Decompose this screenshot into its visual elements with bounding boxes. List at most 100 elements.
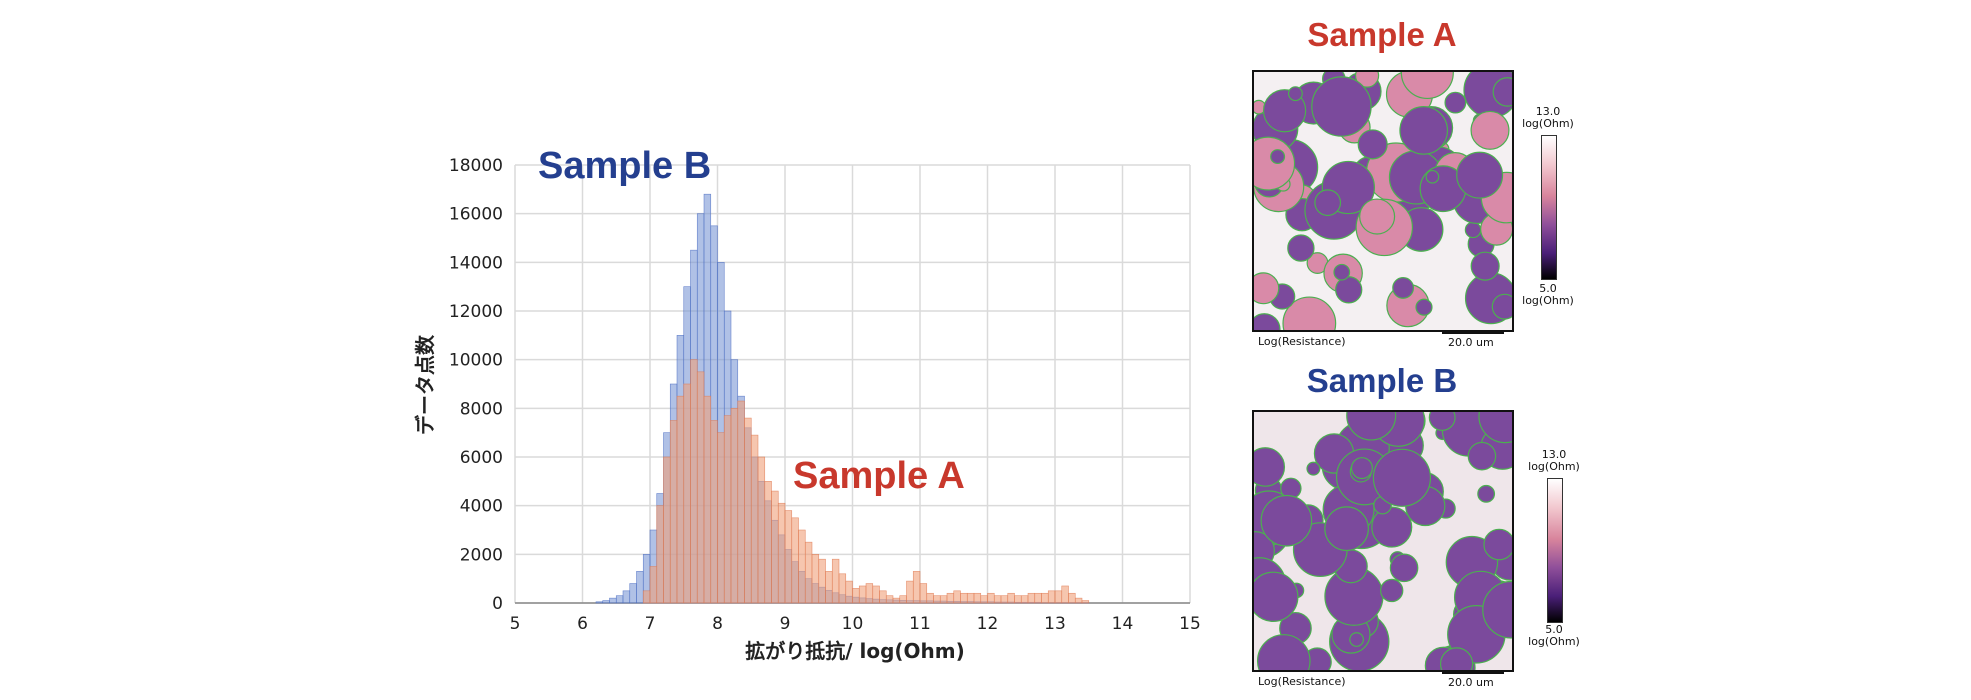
histogram-bar xyxy=(669,420,678,604)
x-tick-label: 15 xyxy=(1179,614,1201,634)
particle xyxy=(1483,528,1512,561)
y-tick-label: 16000 xyxy=(449,205,503,225)
x-tick-label: 8 xyxy=(712,614,723,634)
x-tick-label: 11 xyxy=(909,614,931,634)
colorbar-max-value: 13.0 xyxy=(1541,448,1567,461)
histogram-bar xyxy=(1047,590,1056,604)
histogram-bar xyxy=(595,601,604,604)
particle xyxy=(1256,634,1311,670)
histogram-bar xyxy=(663,456,671,604)
particle xyxy=(1254,571,1299,623)
histogram-bar xyxy=(953,590,961,604)
particle xyxy=(1314,189,1342,217)
y-tick-label: 14000 xyxy=(449,253,503,273)
histogram-bar xyxy=(730,408,739,604)
histogram-bar xyxy=(939,595,948,604)
particle xyxy=(1254,272,1280,305)
particle xyxy=(1324,506,1369,552)
x-tick-label: 10 xyxy=(842,614,864,634)
colorbar-min-unit: log(Ohm) xyxy=(1528,635,1580,648)
particle xyxy=(1306,461,1321,476)
histogram-bar xyxy=(690,359,698,604)
histogram-bar xyxy=(933,595,941,604)
particle xyxy=(1333,263,1351,281)
particle xyxy=(1287,86,1303,102)
particle xyxy=(1456,151,1504,199)
x-tick-label: 6 xyxy=(577,614,588,634)
particle xyxy=(1428,412,1456,431)
histogram-bar xyxy=(906,580,914,604)
particle xyxy=(1282,296,1337,330)
y-axis-title: データ点数 xyxy=(413,334,437,435)
histogram-bar xyxy=(1041,592,1049,604)
histogram-bar xyxy=(629,583,637,604)
histogram-bar xyxy=(899,595,907,604)
histogram-bar xyxy=(818,558,826,604)
resistance-map-image xyxy=(1252,410,1514,672)
particle xyxy=(1464,221,1482,239)
histogram-bar xyxy=(858,585,867,604)
histogram-bar xyxy=(865,583,874,604)
histogram-bar xyxy=(703,395,712,604)
particle xyxy=(1311,76,1372,137)
y-tick-labels: 0 2000 4000 6000 8000 10000 12000 14000 16000 180… xyxy=(449,156,503,614)
histogram-bar xyxy=(710,420,718,604)
histogram-bar xyxy=(831,558,840,604)
particle xyxy=(1349,632,1365,647)
particle xyxy=(1371,506,1413,548)
particle xyxy=(1477,484,1496,503)
x-tick-label: 7 xyxy=(645,614,656,634)
scale-bar xyxy=(1442,672,1504,674)
histogram-bar xyxy=(642,590,651,604)
y-tick-label: 10000 xyxy=(449,351,503,371)
sample-a-bars xyxy=(642,359,1090,604)
histogram-bar xyxy=(676,395,685,604)
particle xyxy=(1354,72,1380,88)
histogram-bar xyxy=(1020,595,1029,604)
particle xyxy=(1287,234,1315,262)
histogram-bar xyxy=(723,415,732,604)
x-tick-labels: 5 6 7 8 9 10 11 12 13 14 15 xyxy=(510,614,1201,634)
histogram-bar xyxy=(919,583,928,604)
histogram-bar xyxy=(1007,592,1015,604)
y-tick-label: 2000 xyxy=(460,545,503,565)
scale-label: 20.0 um xyxy=(1448,336,1494,349)
particle xyxy=(1357,129,1388,160)
scale-label: 20.0 um xyxy=(1448,676,1494,689)
particle xyxy=(1415,298,1433,316)
histogram-bar xyxy=(737,400,745,604)
histogram-bar xyxy=(825,571,833,604)
particle xyxy=(1444,91,1467,114)
x-axis-title: 拡がり抵抗/ log(Ohm) xyxy=(745,639,965,663)
histogram-bar xyxy=(845,580,853,604)
map-caption: Log(Resistance) xyxy=(1258,335,1346,348)
histogram-bar xyxy=(791,517,799,604)
histogram-bar xyxy=(912,571,921,604)
grid-lines xyxy=(514,164,1191,604)
particle xyxy=(1254,313,1281,330)
histogram-bar xyxy=(811,554,820,604)
colorbar-max-unit: log(Ohm) xyxy=(1528,460,1580,473)
histogram-bar xyxy=(1061,585,1069,604)
particle xyxy=(1392,276,1415,299)
particle xyxy=(1270,149,1286,165)
particle-map xyxy=(1254,72,1512,330)
particle xyxy=(1400,72,1454,100)
particle xyxy=(1470,110,1510,150)
y-tick-label: 12000 xyxy=(449,302,503,322)
particle xyxy=(1372,448,1432,507)
histogram-bar xyxy=(1081,600,1090,604)
histogram-bar xyxy=(960,592,968,604)
histogram-bar xyxy=(1034,592,1042,604)
particle xyxy=(1467,441,1497,471)
map-title: Sample A xyxy=(1307,16,1457,53)
histogram-bar xyxy=(987,592,995,604)
histogram-bar xyxy=(757,456,766,604)
histogram-bar xyxy=(993,595,1002,604)
particle xyxy=(1335,276,1363,304)
particle xyxy=(1491,293,1512,320)
map-title: Sample B xyxy=(1306,362,1458,399)
histogram-bar xyxy=(784,510,793,604)
y-tick-label: 0 xyxy=(492,594,503,614)
y-tick-label: 18000 xyxy=(449,156,503,176)
